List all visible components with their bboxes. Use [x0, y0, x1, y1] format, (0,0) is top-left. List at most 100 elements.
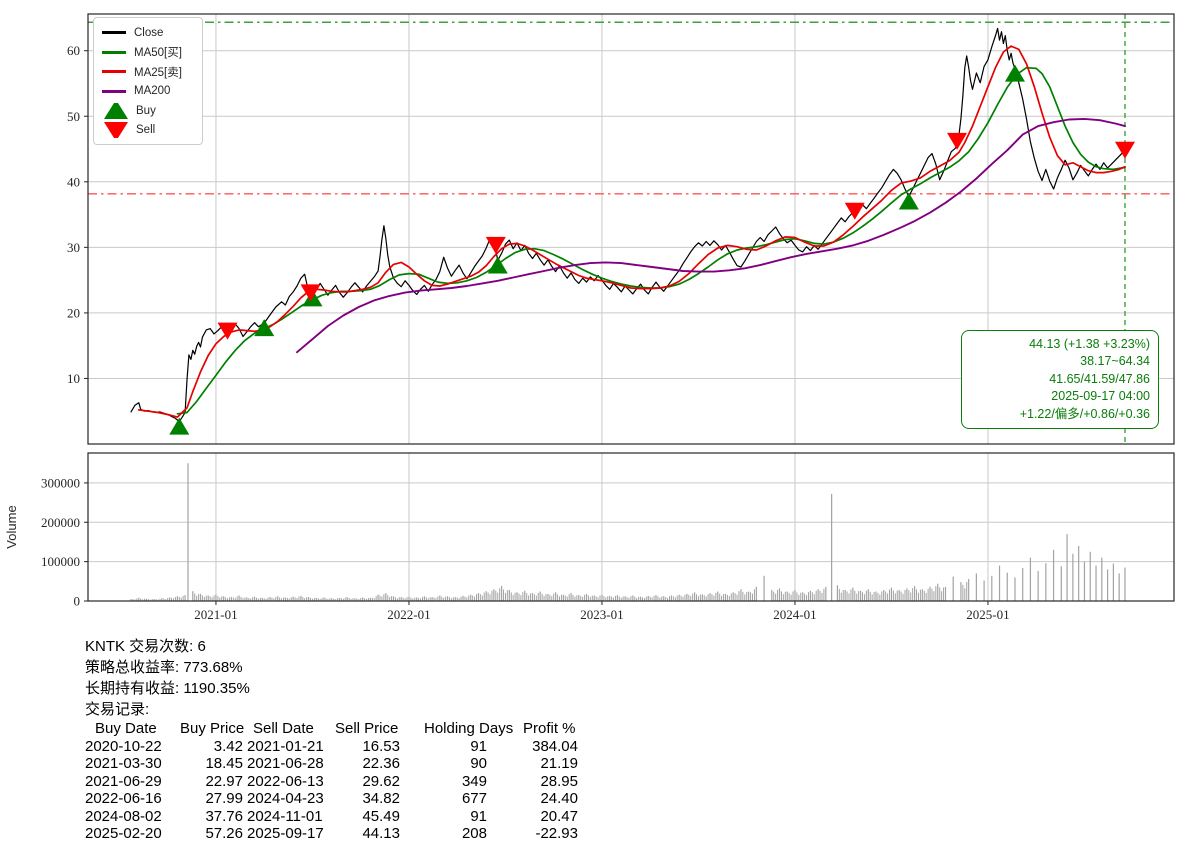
price-tick-label: 20: [67, 305, 80, 320]
volume-bar: [653, 595, 655, 601]
volume-bar: [713, 595, 715, 601]
trade-row: 2021-03-30 18.45 2021-06-28 22.36 90 21.19: [85, 755, 578, 773]
volume-bar: [670, 595, 673, 601]
volume-bar: [674, 597, 676, 601]
volume-bar: [576, 595, 578, 601]
volume-bar: [966, 581, 968, 601]
volume-bar: [333, 598, 335, 601]
volume-bar: [871, 594, 873, 601]
volume-bar: [665, 596, 667, 601]
volume-bar: [568, 594, 570, 601]
volume-bar: [130, 599, 132, 601]
ma200-line: [296, 117, 1126, 354]
volume-bar: [734, 593, 736, 601]
volume-bar: [323, 597, 325, 601]
volume-bar: [346, 597, 348, 601]
volume-bar: [921, 589, 923, 601]
volume-bar: [663, 596, 665, 601]
volume-bar: [259, 597, 261, 601]
trades-header-cell: Sell Price: [335, 720, 399, 737]
volume-bar: [622, 596, 624, 601]
volume-bar: [587, 595, 589, 601]
volume-bar: [869, 591, 871, 601]
volume-bar: [877, 592, 879, 601]
volume-bar: [508, 589, 510, 601]
volume-bar: [310, 597, 312, 601]
volume-bar: [194, 593, 196, 601]
volume-bar: [601, 594, 603, 601]
volume-bar: [624, 596, 626, 601]
volume-bar: [537, 592, 539, 601]
volume-bar: [906, 588, 908, 601]
volume-bar: [263, 598, 265, 601]
volume-bar: [171, 597, 173, 601]
volume-bar: [626, 596, 628, 601]
sell-marker: [844, 202, 865, 220]
volume-bar: [578, 595, 580, 601]
volume-bar: [709, 593, 711, 601]
chart-legend: Close MA50[买] MA25[卖] MA200 Buy Sell: [93, 17, 203, 145]
volume-bar: [292, 596, 294, 601]
stats-trades-title: 交易记录:: [85, 701, 150, 718]
holding-days-cell: 91: [470, 737, 487, 755]
volume-bar: [614, 595, 616, 601]
volume-bar: [719, 593, 721, 601]
volume-bar: [589, 597, 591, 601]
volume-bar: [998, 565, 1001, 601]
volume-bar: [474, 596, 476, 601]
buy-date-cell: 2021-03-30: [85, 755, 162, 772]
volume-bar: [379, 595, 381, 601]
volume-bar: [485, 591, 487, 601]
volume-bar: [267, 597, 269, 601]
volume-bar: [647, 595, 649, 601]
volume-bar: [1052, 549, 1055, 601]
legend-label-close: Close: [134, 26, 164, 39]
volume-bar: [900, 591, 902, 601]
legend-label-ma50: MA50[买]: [134, 47, 182, 60]
volume-bar: [167, 597, 169, 601]
legend-label-sell: Sell: [136, 124, 156, 137]
volume-bar: [1072, 553, 1074, 601]
volume-bar: [199, 593, 202, 601]
volume-bar: [495, 590, 497, 601]
volume-bar: [823, 588, 825, 601]
volume-bar: [547, 593, 549, 601]
volume-bar: [169, 597, 171, 601]
legend-item-ma50: MA50[买]: [102, 43, 194, 63]
volume-bar: [904, 590, 906, 601]
volume-bar: [817, 589, 819, 601]
annotation-range: 38.17~64.34: [1080, 354, 1150, 369]
volume-bar: [452, 597, 454, 601]
volume-bar: [742, 591, 744, 601]
volume-bar: [522, 592, 524, 601]
volume-bar: [634, 596, 636, 601]
volume-bar: [176, 596, 178, 601]
ma25-line: [137, 45, 1126, 418]
volume-bar: [867, 589, 869, 601]
volume-bar: [943, 587, 945, 601]
sell-date-cell: 2025-09-17: [247, 825, 324, 842]
volume-bar: [643, 598, 645, 601]
buy-marker: [487, 256, 508, 274]
volume-bar: [286, 597, 288, 601]
sell-date-cell: 2022-06-13: [247, 772, 324, 790]
volume-bar: [680, 595, 682, 601]
volume-bar: [917, 592, 919, 601]
volume-bar: [331, 598, 333, 601]
volume-bar: [350, 598, 352, 601]
volume-bar: [919, 589, 921, 601]
volume-bar: [937, 583, 939, 601]
volume-bar: [240, 596, 242, 601]
volume-bar: [136, 598, 138, 601]
volume-bar: [165, 599, 167, 601]
volume-bar: [632, 595, 634, 601]
volume-bar: [431, 597, 433, 601]
volume-bar: [939, 587, 941, 601]
volume-bar: [840, 592, 842, 601]
volume-bar: [381, 596, 383, 601]
x-tick-label: 2025-01: [966, 607, 1009, 622]
volume-bar: [203, 597, 205, 601]
volume-bar: [786, 591, 788, 601]
volume-bar: [493, 589, 495, 601]
volume-bar: [414, 597, 416, 601]
